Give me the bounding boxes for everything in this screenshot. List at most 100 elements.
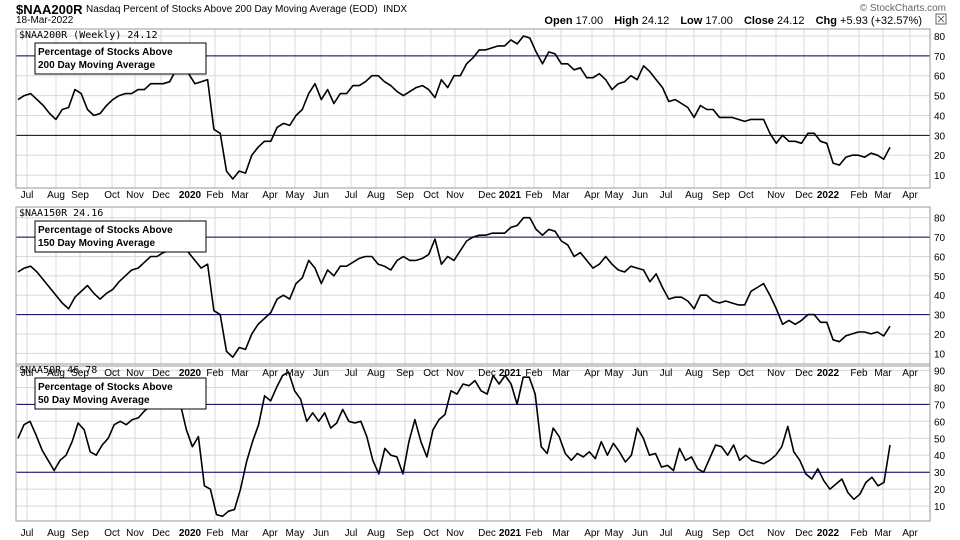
x-tick-label: Jul [345,528,358,539]
note-line-1: Percentage of Stocks Above [38,382,173,393]
x-tick-label: Oct [423,190,439,201]
x-tick-label: May [286,190,305,201]
panel-legend: $NAA150R 24.16 [19,208,103,219]
x-tick-label: Oct [104,368,120,379]
x-tick-label: Feb [206,190,224,201]
y-tick-label: 70 [934,52,946,63]
chg-value: +5.93 (+32.57%) [840,15,922,27]
x-tick-label: Mar [874,528,892,539]
x-icon [937,15,945,23]
chart-description: Nasdaq Percent of Stocks Above 200 Day M… [86,4,407,15]
x-tick-label: Aug [685,528,703,539]
open-value: 17.00 [575,15,604,27]
note-box [34,220,207,253]
x-tick-label: Oct [738,368,754,379]
note-line-1: Percentage of Stocks Above [38,47,173,58]
chart-date: 18-Mar-2022 [16,15,74,26]
x-tick-label: Apr [262,368,278,379]
x-tick-label: Jul [660,528,673,539]
x-tick-label: Apr [584,528,600,539]
x-tick-label: Dec [795,528,813,539]
y-tick-label: 70 [934,233,946,244]
x-tick-label: Feb [206,528,224,539]
x-tick-label: Nov [446,528,464,539]
y-tick-label: 60 [934,252,946,263]
x-tick-label: Feb [850,528,868,539]
x-tick-label: Dec [478,190,496,201]
series-line [17,35,891,180]
y-tick-label: 40 [934,291,946,302]
series-line [17,216,891,359]
x-tick-label: Oct [423,368,439,379]
x-tick-label: Jul [21,368,34,379]
x-tick-label: 2022 [817,528,840,539]
x-tick-label: Dec [152,528,170,539]
note-box [34,42,207,75]
x-tick-label: Sep [712,190,730,201]
x-tick-label: 2020 [179,190,202,201]
y-tick-label: 80 [934,383,946,394]
x-tick-label: Sep [712,528,730,539]
y-tick-label: 10 [934,502,946,513]
x-tick-label: Sep [71,368,89,379]
x-tick-label: Oct [104,190,120,201]
x-tick-label: Jul [660,368,673,379]
x-tick-label: Jun [632,528,648,539]
x-tick-label: Sep [712,368,730,379]
y-tick-label: 20 [934,151,946,162]
y-tick-label: 30 [934,311,946,322]
x-tick-label: Jun [632,190,648,201]
x-tick-label: Sep [396,528,414,539]
x-tick-label: Feb [206,368,224,379]
x-tick-label: Nov [446,368,464,379]
x-tick-label: Apr [262,528,278,539]
x-tick-label: May [605,190,624,201]
y-tick-label: 30 [934,468,946,479]
close-label: Close [743,15,774,27]
y-tick-label: 50 [934,272,946,283]
x-tick-label: Jun [313,528,329,539]
y-tick-label: 70 [934,400,946,411]
x-tick-label: Feb [850,190,868,201]
x-tick-label: 2021 [499,528,522,539]
x-tick-label: Jul [345,368,358,379]
x-tick-label: Jul [21,190,34,201]
x-tick-label: Feb [525,368,543,379]
x-tick-label: Sep [396,190,414,201]
y-tick-label: 10 [934,349,946,360]
x-tick-label: Aug [47,528,65,539]
y-tick-label: 40 [934,451,946,462]
x-tick-label: Apr [902,368,918,379]
x-tick-label: May [605,368,624,379]
x-tick-label: Jul [345,190,358,201]
x-tick-label: 2022 [817,368,840,379]
x-tick-label: May [605,528,624,539]
x-tick-label: Jun [632,368,648,379]
x-tick-label: Nov [767,190,785,201]
y-tick-label: 50 [934,434,946,445]
x-tick-label: Feb [525,190,543,201]
panel-border [15,28,931,189]
x-tick-label: Dec [478,368,496,379]
x-tick-label: Aug [367,190,385,201]
x-tick-label: Mar [552,528,570,539]
x-tick-label: 2021 [499,190,522,201]
x-tick-label: 2021 [499,368,522,379]
x-tick-label: Nov [446,190,464,201]
x-tick-label: Apr [902,190,918,201]
y-tick-label: 60 [934,417,946,428]
high-label: High [614,15,639,27]
high-value: 24.12 [641,15,670,27]
x-tick-label: Sep [71,528,89,539]
x-tick-label: Nov [126,190,144,201]
x-tick-label: Oct [104,528,120,539]
brand-watermark: © StockCharts.com [859,3,946,14]
x-tick-label: Nov [767,528,785,539]
x-tick-label: Mar [231,528,249,539]
ohlc-readout: Open 17.00 High 24.12 Low 17.00 Close 24… [544,15,930,27]
x-tick-label: Dec [478,528,496,539]
x-tick-label: Oct [423,528,439,539]
note-line-1: Percentage of Stocks Above [38,225,173,236]
x-tick-label: Feb [850,368,868,379]
y-tick-label: 30 [934,131,946,142]
